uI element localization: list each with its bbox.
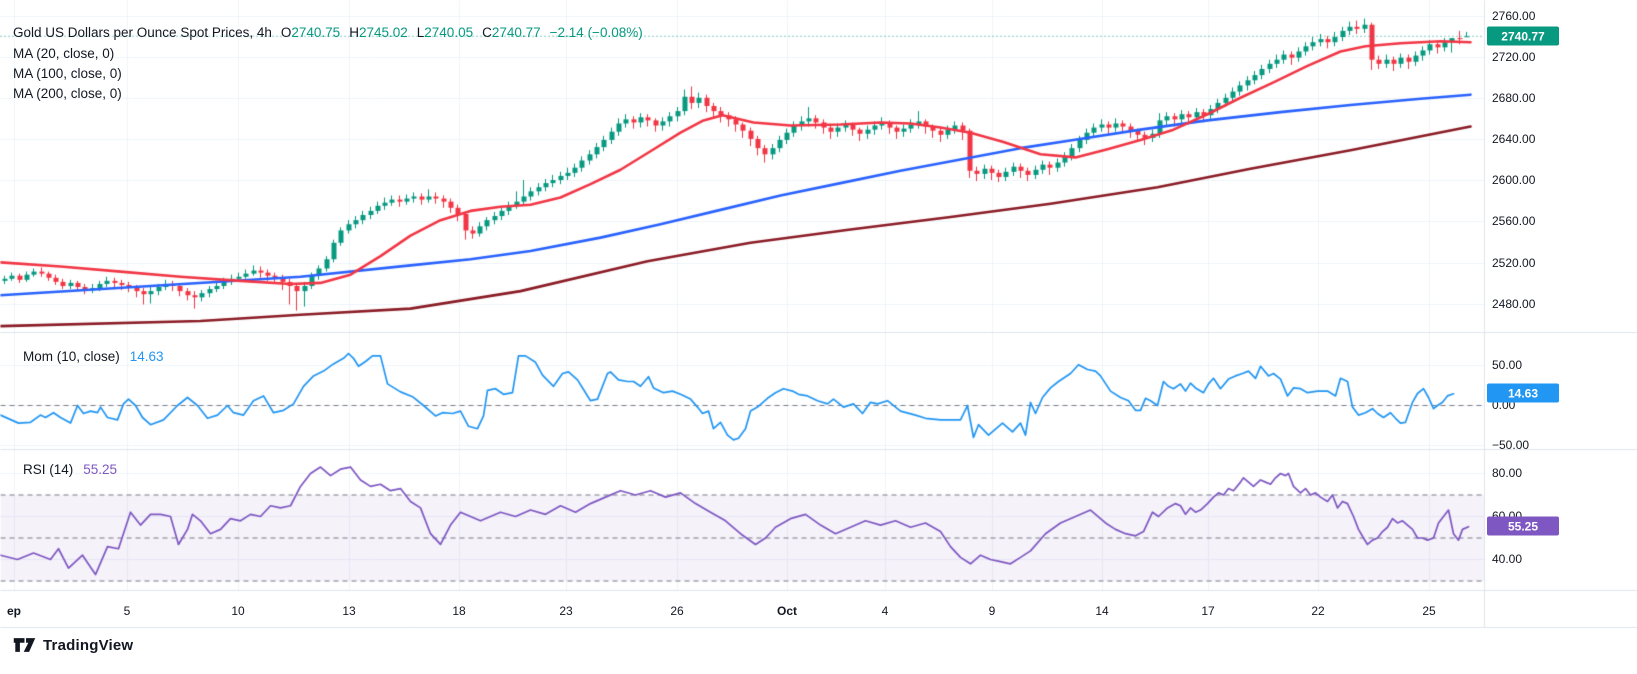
time-tick-label: 5: [123, 604, 131, 618]
momentum-value-badge: 14.63: [1487, 383, 1559, 403]
change-value: −2.14 (−0.08%): [549, 25, 643, 40]
time-tick-label: 13: [342, 604, 356, 618]
ma200-legend[interactable]: MA (200, close, 0): [13, 86, 122, 101]
axis-tick-label: −50.00: [1492, 438, 1530, 452]
axis-tick-label: 2560.00: [1492, 214, 1536, 228]
time-tick-label: 17: [1201, 604, 1215, 618]
axis-tick-label: 2600.00: [1492, 173, 1536, 187]
time-tick-label: ep: [6, 604, 22, 618]
axis-tick-label: 50.00: [1492, 358, 1523, 372]
axis-tick-label: 40.00: [1492, 552, 1523, 566]
ma100-legend[interactable]: MA (100, close, 0): [13, 66, 122, 81]
tradingview-logo-icon: [13, 635, 36, 655]
time-tick-label: 18: [452, 604, 466, 618]
time-tick-label: 23: [559, 604, 573, 618]
open-label: O: [280, 25, 292, 40]
axis-tick-label: 2520.00: [1492, 256, 1536, 270]
high-value: 2745.02: [358, 25, 408, 40]
low-label: L: [416, 25, 425, 40]
symbol-legend[interactable]: Gold US Dollars per Ounce Spot Prices, 4…: [13, 25, 643, 40]
time-tick-label: 4: [881, 604, 889, 618]
axis-tick-label: 2760.00: [1492, 9, 1536, 23]
axis-tick-label: 2680.00: [1492, 91, 1536, 105]
axis-tick-label: 80.00: [1492, 466, 1523, 480]
ma100-label: MA (100, close, 0): [13, 66, 122, 81]
last-price-badge: 2740.77: [1487, 26, 1559, 46]
ma20-label: MA (20, close, 0): [13, 46, 115, 61]
rsi-legend[interactable]: RSI (14) 55.25: [23, 462, 117, 477]
axis-tick-label: 2480.00: [1492, 297, 1536, 311]
open-value: 2740.75: [291, 25, 341, 40]
axis-tick-label: 2640.00: [1492, 132, 1536, 146]
rsi-value: 55.25: [83, 462, 118, 477]
time-tick-label: 25: [1422, 604, 1436, 618]
tradingview-brand-text: TradingView: [43, 636, 134, 654]
tradingview-brand[interactable]: TradingView: [13, 635, 133, 655]
momentum-legend[interactable]: Mom (10, close) 14.63: [23, 349, 164, 364]
high-label: H: [349, 25, 359, 40]
rsi-value-badge: 55.25: [1487, 516, 1559, 536]
close-label: C: [482, 25, 492, 40]
low-value: 2740.05: [424, 25, 474, 40]
time-tick-label: 26: [670, 604, 684, 618]
time-tick-label: Oct: [776, 604, 798, 618]
time-tick-label: 22: [1311, 604, 1325, 618]
ma20-legend[interactable]: MA (20, close, 0): [13, 46, 114, 61]
ma200-label: MA (200, close, 0): [13, 86, 122, 101]
close-value: 2740.77: [491, 25, 541, 40]
axis-tick-label: 2720.00: [1492, 50, 1536, 64]
momentum-label: Mom (10, close): [23, 349, 120, 364]
time-tick-label: 9: [988, 604, 996, 618]
time-tick-label: 10: [231, 604, 245, 618]
symbol-title: Gold US Dollars per Ounce Spot Prices, 4…: [13, 25, 272, 40]
time-tick-label: 14: [1095, 604, 1109, 618]
rsi-label: RSI (14): [23, 462, 74, 477]
momentum-value: 14.63: [129, 349, 164, 364]
